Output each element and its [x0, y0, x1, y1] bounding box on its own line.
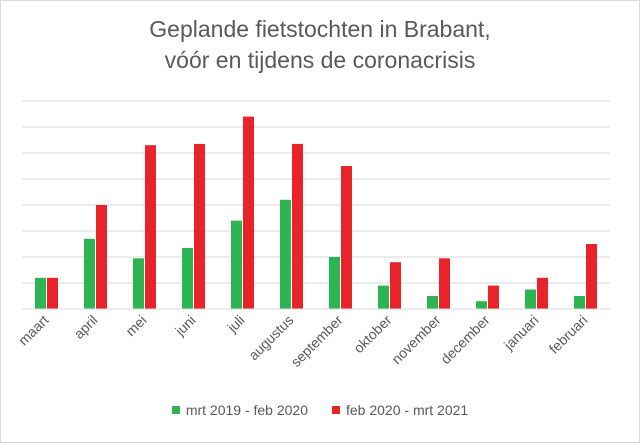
bar-1-maart	[35, 277, 46, 309]
x-tick-label: januari	[500, 312, 542, 354]
bar-1-juni	[182, 247, 193, 309]
bar-2-januari	[537, 277, 548, 309]
x-tick-label: november	[388, 312, 444, 368]
bar-1-januari	[525, 289, 536, 309]
bar-1-februari	[574, 296, 585, 309]
bar-2-mei	[145, 145, 156, 309]
bar-1-mei	[133, 258, 144, 309]
bar-2-augustus	[292, 143, 303, 309]
x-tick-label: augustus	[245, 312, 296, 363]
x-tick-label: april	[71, 312, 101, 342]
chart-legend: mrt 2019 - feb 2020 feb 2020 - mrt 2021	[0, 402, 640, 418]
legend-label-series-2: feb 2020 - mrt 2021	[346, 402, 469, 418]
x-tick-label: maart	[15, 312, 52, 349]
x-tick-label: juni	[171, 312, 198, 339]
bar-1-oktober	[378, 285, 389, 309]
chart-title: Geplande fietstochten in Brabant, vóór e…	[0, 14, 640, 76]
x-tick-label: september	[288, 312, 346, 370]
x-tick-label: december	[437, 312, 493, 368]
chart-title-line-2: vóór en tijdens de coronacrisis	[164, 47, 476, 73]
bar-1-augustus	[280, 199, 291, 309]
x-tick-label: februari	[546, 312, 591, 357]
legend-swatch-series-1	[171, 406, 180, 414]
bar-2-juli	[243, 116, 254, 309]
bar-2-maart	[47, 277, 58, 309]
bar-1-november	[427, 296, 438, 309]
x-tick-label: mei	[122, 312, 149, 339]
bar-2-april	[96, 205, 107, 309]
chart-title-line-1: Geplande fietstochten in Brabant,	[149, 16, 491, 42]
bar-2-november	[439, 258, 450, 309]
bar-2-december	[488, 285, 499, 309]
legend-item-series-2: feb 2020 - mrt 2021	[332, 402, 468, 418]
bar-1-december	[476, 301, 487, 309]
bar-1-september	[329, 257, 340, 309]
x-tick-label: juli	[223, 312, 247, 336]
x-tick-label: oktober	[350, 312, 395, 357]
legend-swatch-series-2	[332, 406, 340, 414]
bar-2-oktober	[390, 262, 401, 309]
bar-2-februari	[586, 244, 597, 309]
legend-label-series-1: mrt 2019 - feb 2020	[185, 402, 308, 418]
bar-2-juni	[194, 143, 205, 309]
bar-1-juli	[231, 220, 242, 309]
bar-1-april	[84, 238, 95, 309]
legend-item-series-1: mrt 2019 - feb 2020	[171, 402, 308, 418]
bar-2-september	[341, 166, 352, 309]
